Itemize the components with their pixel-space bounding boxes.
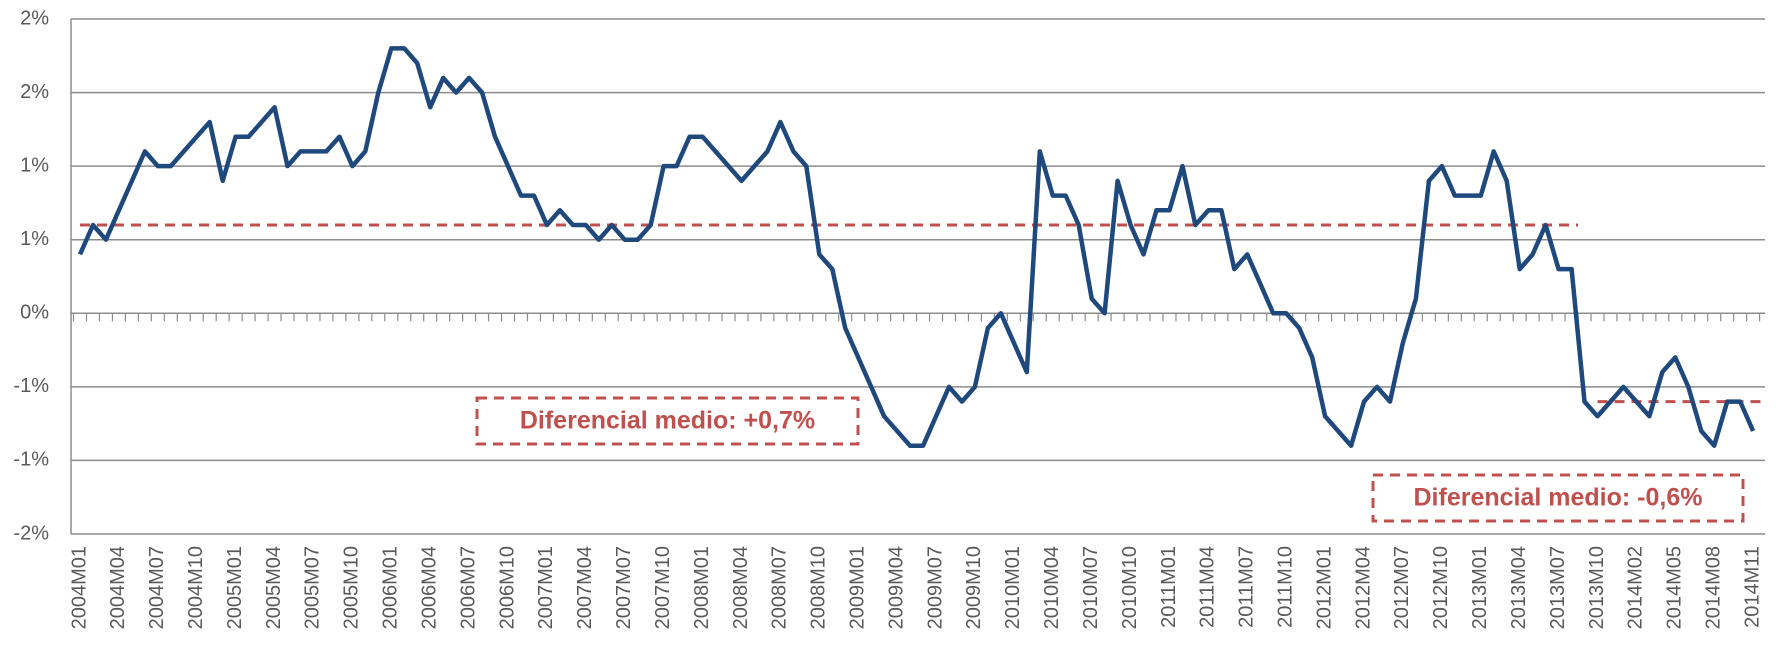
x-tick-label: 2012M07 bbox=[1391, 546, 1413, 629]
x-tick-label: 2006M01 bbox=[380, 546, 402, 629]
x-tick-label: 2009M10 bbox=[963, 546, 985, 629]
y-tick-label: 2% bbox=[20, 81, 49, 103]
x-tick-label: 2008M04 bbox=[730, 546, 752, 629]
x-tick-label: 2012M01 bbox=[1313, 546, 1335, 629]
x-tick-label: 2014M08 bbox=[1703, 546, 1725, 629]
y-tick-label: -1% bbox=[13, 375, 49, 397]
x-tick-label: 2013M07 bbox=[1547, 546, 1569, 629]
y-tick-label: -2% bbox=[13, 522, 49, 544]
annotation-box bbox=[1371, 473, 1745, 523]
x-tick-label: 2006M10 bbox=[496, 546, 518, 629]
y-tick-label: -1% bbox=[13, 449, 49, 471]
y-tick-label: 1% bbox=[20, 154, 49, 176]
x-tick-label: 2007M07 bbox=[613, 546, 635, 629]
x-tick-label: 2006M07 bbox=[457, 546, 479, 629]
x-tick-label: 2008M01 bbox=[691, 546, 713, 629]
x-tick-label: 2014M05 bbox=[1664, 546, 1686, 629]
x-tick-label: 2004M01 bbox=[68, 546, 90, 629]
x-tick-label: 2014M02 bbox=[1625, 546, 1647, 629]
x-tick-label: 2010M10 bbox=[1119, 546, 1141, 629]
y-tick-label: 0% bbox=[20, 302, 49, 324]
x-tick-label: 2007M04 bbox=[574, 546, 596, 629]
x-tick-label: 2012M04 bbox=[1352, 546, 1374, 629]
x-tick-label: 2007M10 bbox=[652, 546, 674, 629]
x-tick-label: 2005M07 bbox=[302, 546, 324, 629]
annotation-label: Diferencial medio: +0,7% bbox=[520, 407, 815, 435]
x-tick-label: 2006M04 bbox=[418, 546, 440, 629]
x-tick-label: 2004M04 bbox=[107, 546, 129, 629]
data-line bbox=[77, 46, 1756, 448]
y-tick-label: 1% bbox=[20, 228, 49, 250]
x-tick-label: 2010M04 bbox=[1041, 546, 1063, 629]
x-tick-label: 2009M07 bbox=[924, 546, 946, 629]
y-tick-label: 2% bbox=[20, 7, 49, 29]
annotation-label: Diferencial medio: -0,6% bbox=[1414, 484, 1703, 512]
x-tick-label: 2013M10 bbox=[1586, 546, 1608, 629]
x-tick-label: 2009M04 bbox=[885, 546, 907, 629]
x-tick-label: 2004M07 bbox=[146, 546, 168, 629]
x-tick-label: 2010M01 bbox=[1002, 546, 1024, 629]
x-tick-label: 2005M01 bbox=[224, 546, 246, 629]
x-tick-label: 2011M04 bbox=[1197, 546, 1219, 628]
x-tick-label: 2005M10 bbox=[341, 546, 363, 629]
annotation-box bbox=[475, 396, 860, 446]
x-tick-label: 2004M10 bbox=[185, 546, 207, 629]
x-tick-label: 2009M01 bbox=[846, 546, 868, 629]
x-tick-label: 2011M01 bbox=[1158, 546, 1180, 628]
x-tick-label: 2013M01 bbox=[1469, 546, 1491, 629]
x-tick-label: 2013M04 bbox=[1508, 546, 1530, 629]
x-tick-label: 2008M10 bbox=[808, 546, 830, 629]
x-tick-label: 2012M10 bbox=[1430, 546, 1452, 629]
x-tick-label: 2010M07 bbox=[1080, 546, 1102, 629]
x-tick-label: 2007M01 bbox=[535, 546, 557, 629]
x-tick-label: 2005M04 bbox=[263, 546, 285, 629]
x-tick-label: 2008M07 bbox=[769, 546, 791, 629]
x-tick-label: 2011M10 bbox=[1274, 546, 1296, 628]
x-tick-label: 2011M07 bbox=[1236, 546, 1258, 628]
x-tick-label: 2014M11 bbox=[1741, 546, 1763, 628]
